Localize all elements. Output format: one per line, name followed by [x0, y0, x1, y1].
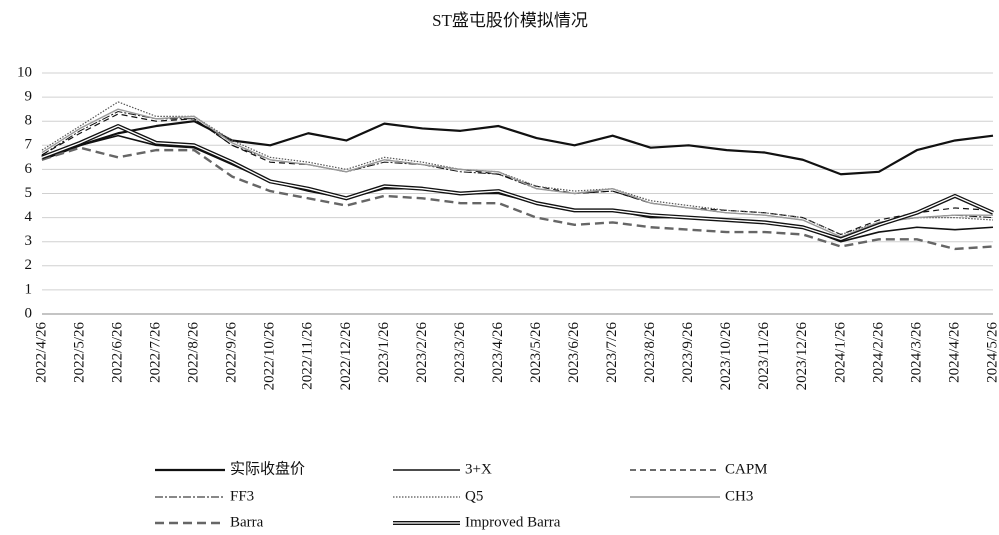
x-tick-label: 2023/9/26: [680, 322, 696, 383]
legend-label: Q5: [465, 488, 483, 504]
x-tick-label: 2022/10/26: [262, 322, 278, 391]
x-tick-label: 2024/5/26: [984, 322, 999, 383]
y-tick-label: 0: [25, 305, 33, 321]
y-tick-label: 2: [25, 257, 33, 273]
x-tick-label: 2022/5/26: [71, 322, 87, 383]
y-tick-label: 7: [25, 137, 33, 153]
y-tick-label: 3: [25, 233, 33, 249]
legend-label: Improved Barra: [465, 514, 561, 530]
legend-label: 3+X: [465, 461, 492, 477]
series-line: [41, 134, 994, 243]
x-tick-label: 2023/11/26: [756, 322, 772, 390]
x-tick-label: 2023/8/26: [642, 322, 658, 383]
chart-title: ST盛屯股价模拟情况: [432, 11, 588, 30]
legend-label: CH3: [725, 488, 753, 504]
x-tick-label: 2023/4/26: [490, 322, 506, 383]
legend-label: CAPM: [725, 461, 768, 477]
x-tick-label: 2023/10/26: [718, 322, 734, 391]
x-tick-label: 2023/2/26: [414, 322, 430, 383]
x-tick-label: 2024/2/26: [870, 322, 886, 383]
x-tick-label: 2023/12/26: [794, 322, 810, 391]
y-tick-label: 5: [25, 185, 33, 201]
x-tick-label: 2023/7/26: [604, 322, 620, 383]
legend-label: 实际收盘价: [230, 459, 305, 477]
legend-label: FF3: [230, 488, 254, 504]
series-line: [41, 101, 994, 236]
series-line-inner: [41, 125, 994, 240]
x-tick-label: 2023/1/26: [376, 322, 392, 383]
y-tick-label: 4: [25, 209, 33, 225]
x-tick-label: 2022/9/26: [224, 322, 240, 383]
x-tick-label: 2024/3/26: [908, 322, 924, 383]
x-tick-label: 2023/3/26: [452, 322, 468, 383]
x-tick-label: 2022/11/26: [300, 322, 316, 390]
x-tick-label: 2022/12/26: [338, 322, 354, 391]
x-tick-label: 2022/6/26: [110, 322, 126, 383]
series-line: [41, 124, 994, 242]
x-tick-label: 2023/6/26: [566, 322, 582, 383]
x-tick-label: 2022/4/26: [33, 322, 49, 383]
y-tick-label: 9: [25, 89, 33, 105]
x-tick-label: 2023/5/26: [528, 322, 544, 383]
x-tick-label: 2022/8/26: [186, 322, 202, 383]
y-tick-label: 8: [25, 113, 33, 129]
y-tick-label: 1: [25, 281, 33, 297]
x-tick-label: 2022/7/26: [148, 322, 164, 383]
x-tick-label: 2024/1/26: [832, 322, 848, 383]
x-tick-label: 2024/4/26: [946, 322, 962, 383]
series-line: [41, 108, 993, 238]
y-tick-label: 6: [25, 161, 33, 177]
legend-label: Barra: [230, 514, 264, 530]
y-tick-label: 10: [17, 64, 32, 80]
series-line: [41, 120, 994, 176]
series-line: [41, 146, 994, 251]
